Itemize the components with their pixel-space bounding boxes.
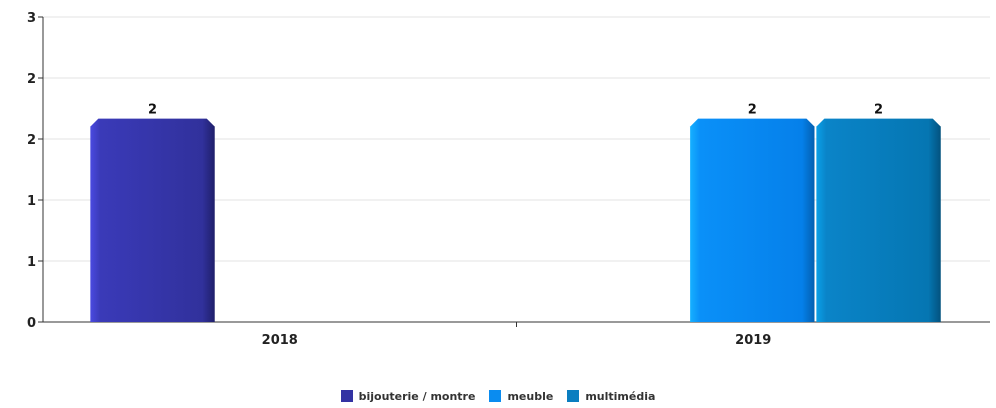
chart-plot: 0 1 1 2 2 3 2018 2 2019 2 2 (27, 11, 990, 348)
bar (90, 118, 215, 323)
data-label: 2 (874, 103, 883, 118)
legend-item-bijouterie-montre[interactable]: bijouterie / montre (340, 389, 476, 403)
legend-item-multimedia[interactable]: multimédia (567, 390, 655, 403)
bar (690, 118, 815, 323)
legend-swatch (567, 390, 580, 402)
y-tick-label: 2 (27, 133, 36, 148)
y-tick-label: 0 (27, 316, 36, 331)
y-tick-label: 1 (27, 194, 36, 209)
legend-swatch (340, 390, 353, 402)
legend-label: multimédia (585, 389, 656, 403)
bar (816, 118, 941, 323)
legend-swatch (489, 390, 502, 402)
legend-label: meuble (507, 389, 554, 403)
y-tick-label: 3 (27, 11, 36, 26)
data-label: 2 (748, 103, 757, 118)
y-tick-label: 2 (27, 72, 36, 87)
x-tick-label: 2019 (735, 333, 771, 348)
data-label: 2 (148, 103, 157, 118)
legend: bijouterie / montre meuble multimédia (0, 386, 996, 406)
x-tick-label: 2018 (262, 333, 298, 348)
y-tick-label: 1 (27, 255, 36, 270)
legend-item-meuble[interactable]: meuble (489, 390, 553, 403)
legend-label: bijouterie / montre (358, 389, 476, 403)
